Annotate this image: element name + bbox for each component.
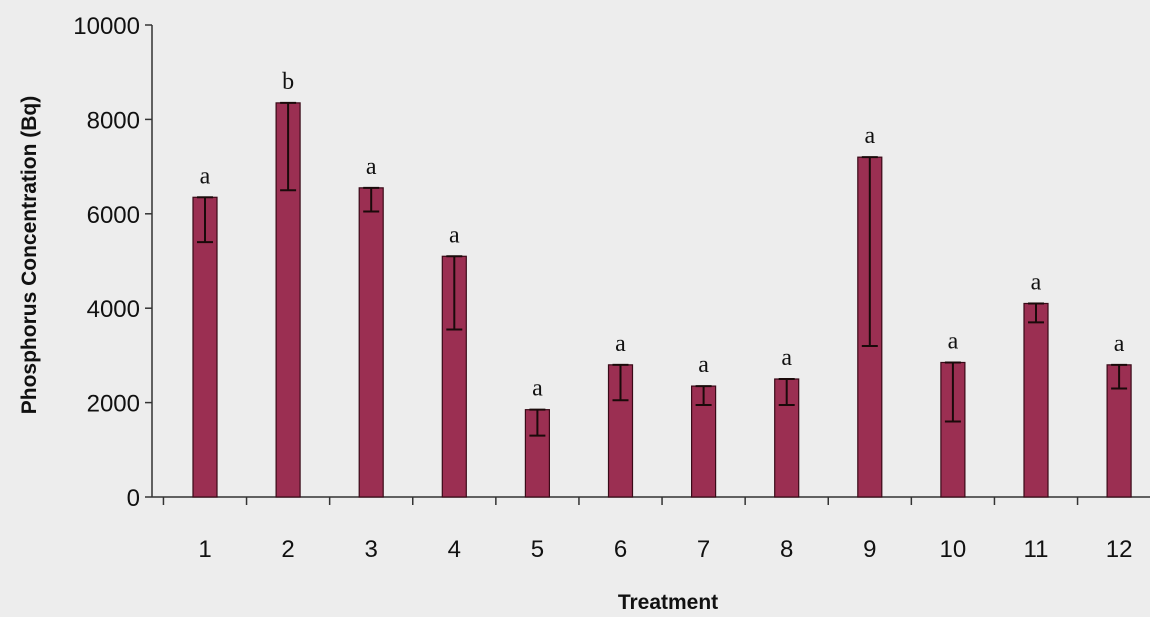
significance-labels: a b a a a a a a a a a a bbox=[200, 69, 1125, 402]
significance-letter: b bbox=[282, 69, 294, 95]
significance-letter: a bbox=[366, 154, 377, 180]
x-tick-label: 10 bbox=[940, 536, 967, 563]
x-tick-label: 9 bbox=[863, 536, 876, 563]
y-tick-label: 0 bbox=[127, 485, 140, 512]
significance-letter: a bbox=[615, 331, 626, 357]
y-tick-label: 4000 bbox=[87, 296, 140, 323]
significance-letter: a bbox=[781, 345, 792, 371]
y-axis-title: Phosphorus Concentration (Bq) bbox=[18, 96, 41, 415]
x-tick-label: 5 bbox=[531, 536, 544, 563]
x-tick-label: 8 bbox=[780, 536, 793, 563]
significance-letter: a bbox=[532, 376, 543, 402]
bar-treatment-5 bbox=[524, 409, 551, 498]
significance-letter: a bbox=[1114, 331, 1125, 357]
significance-letter: a bbox=[449, 222, 460, 248]
bar-treatment-3 bbox=[358, 187, 384, 498]
x-tick-label: 12 bbox=[1106, 536, 1133, 563]
significance-letter: a bbox=[1031, 269, 1042, 295]
significance-letter: a bbox=[948, 328, 959, 354]
x-tick-label: 7 bbox=[697, 536, 710, 563]
y-tick-label: 8000 bbox=[87, 107, 140, 134]
significance-letter: a bbox=[200, 163, 211, 189]
y-tick-label: 2000 bbox=[87, 391, 140, 418]
x-tick-label: 2 bbox=[281, 536, 294, 563]
x-tick-label: 1 bbox=[198, 536, 211, 563]
x-tick-label: 11 bbox=[1024, 536, 1049, 563]
bar-treatment-11 bbox=[1023, 302, 1049, 498]
bar-treatment-6 bbox=[607, 364, 634, 498]
x-tick-label: 4 bbox=[448, 536, 461, 563]
y-tick-label: 6000 bbox=[87, 202, 140, 229]
y-tick-label: 10000 bbox=[73, 13, 140, 40]
error-bars bbox=[197, 101, 1128, 437]
y-axis: 0 2000 4000 6000 8000 10000 bbox=[73, 13, 153, 512]
x-axis-title: Treatment bbox=[618, 591, 718, 614]
significance-letter: a bbox=[698, 352, 709, 378]
significance-letter: a bbox=[864, 123, 875, 149]
bar-treatment-1 bbox=[192, 196, 218, 498]
bars bbox=[192, 102, 1132, 498]
x-axis: 1 2 3 4 5 6 7 8 9 10 11 12 bbox=[152, 496, 1150, 563]
x-tick-label: 3 bbox=[365, 536, 378, 563]
x-tick-label: 6 bbox=[614, 536, 627, 563]
